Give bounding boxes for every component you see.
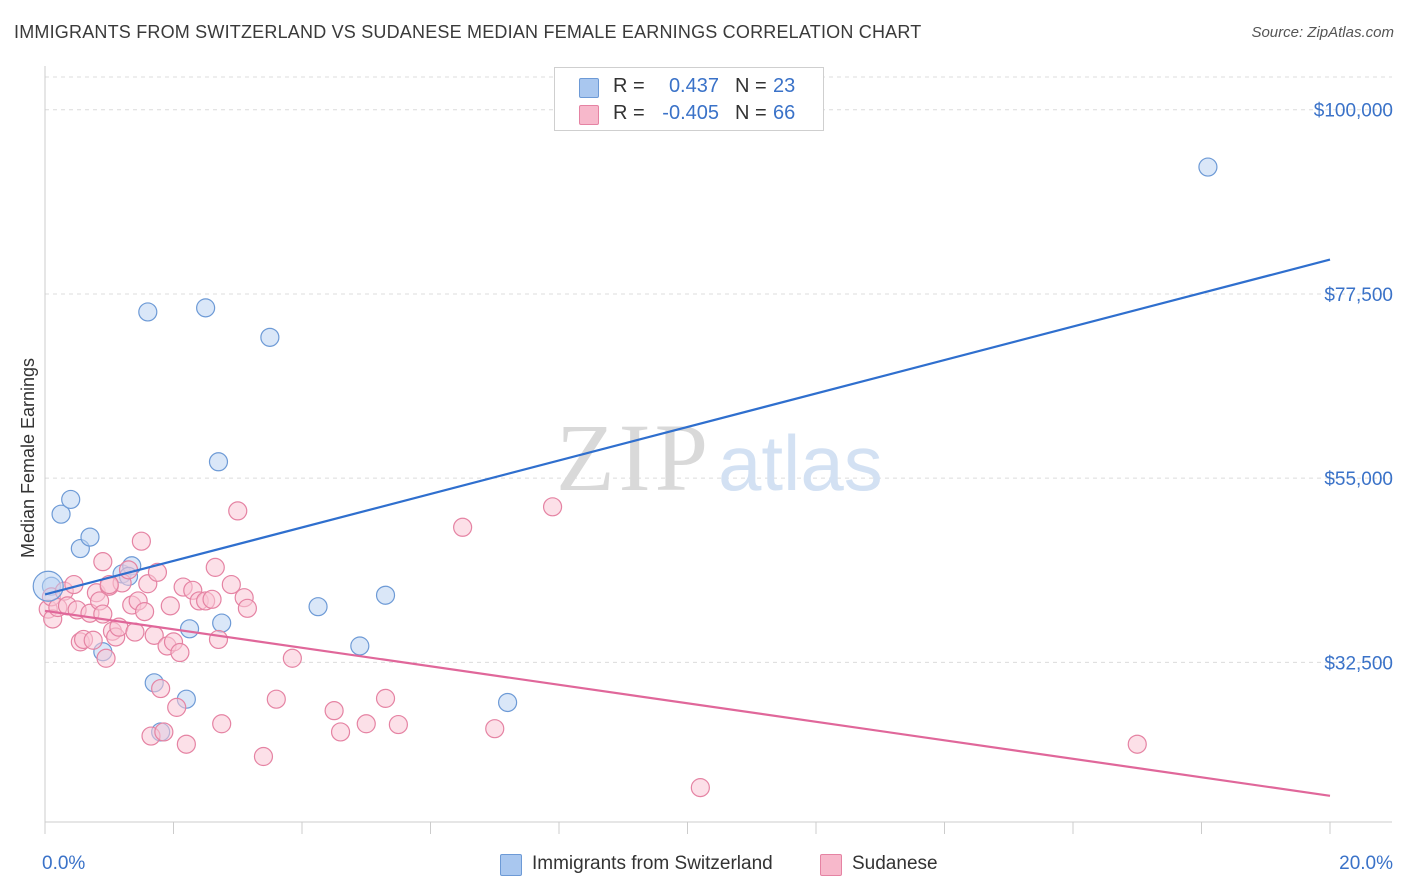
sudanese-point <box>485 719 505 739</box>
legend-n-label: N = <box>735 102 767 124</box>
legend-swatch-sudanese <box>820 854 842 876</box>
legend-swatch-switzerland <box>579 78 599 98</box>
y-tick-label: $55,000 <box>1324 469 1393 490</box>
sudanese-point <box>83 630 103 650</box>
sudanese-trend-line <box>44 609 1331 797</box>
switzerland-trend-line <box>44 258 1331 596</box>
sudanese-point <box>154 722 174 742</box>
switzerland-point <box>375 585 396 605</box>
legend-row-switzerland: R = 0.437 N = 23 <box>555 74 823 100</box>
sudanese-point <box>147 562 168 582</box>
legend-r-value: -0.405 <box>662 102 719 124</box>
sudanese-point <box>266 689 286 709</box>
sudanese-point <box>324 701 344 721</box>
trend-lines <box>44 258 1331 797</box>
legend-label-switzerland: Immigrants from Switzerland <box>532 853 773 874</box>
switzerland-point <box>61 489 81 510</box>
y-tick-label: $100,000 <box>1314 101 1393 122</box>
sudanese-point <box>170 642 190 663</box>
legend-r-label: R = <box>613 102 645 124</box>
y-axis-title: Median Female Earnings <box>18 358 38 558</box>
switzerland-point <box>80 527 100 547</box>
watermark-atlas: atlas <box>718 419 883 507</box>
sudanese-point <box>453 517 473 537</box>
sudanese-point <box>205 557 225 577</box>
sudanese-point <box>221 574 241 595</box>
legend-r-label: R = <box>613 75 645 97</box>
sudanese-point <box>93 552 113 572</box>
sudanese-point <box>253 746 274 767</box>
sudanese-point <box>212 714 232 734</box>
sudanese-point <box>542 497 563 517</box>
sudanese-point <box>690 778 710 798</box>
switzerland-point <box>1198 157 1218 177</box>
legend-swatch-switzerland <box>500 854 522 876</box>
sudanese-point <box>151 678 171 699</box>
sudanese-point <box>228 501 248 521</box>
switzerland-point <box>32 570 64 602</box>
x-tick-label: 0.0% <box>42 853 85 874</box>
sudanese-point <box>202 589 222 609</box>
sudanese-point <box>388 714 408 735</box>
sudanese-point <box>1127 734 1147 754</box>
legend-n-value: 66 <box>773 102 796 124</box>
legend-r-value: 0.437 <box>668 75 719 97</box>
sudanese-point <box>375 688 396 708</box>
switzerland-point <box>350 636 370 656</box>
chart-title: IMMIGRANTS FROM SWITZERLAND VS SUDANESE … <box>14 22 922 42</box>
sudanese-point <box>208 629 229 650</box>
sudanese-point <box>176 734 196 754</box>
sudanese-point <box>160 596 180 616</box>
legend-row-sudanese: R = -0.405 N = 66 <box>555 101 823 127</box>
switzerland-point <box>498 692 518 713</box>
sudanese-point <box>330 722 351 742</box>
series-legend: Immigrants from Switzerland Sudanese <box>0 852 1406 878</box>
switzerland-point <box>208 452 229 472</box>
axes <box>44 66 1392 834</box>
sudanese-point <box>118 560 139 580</box>
switzerland-point <box>179 619 200 639</box>
axis-labels: $32,500 $55,000 $77,500 $100,000 0.0% 20.0% Me… <box>18 101 1393 874</box>
sudanese-point <box>131 531 151 551</box>
sudanese-point <box>356 714 376 734</box>
y-tick-label: $32,500 <box>1324 653 1393 674</box>
sudanese-point <box>282 648 302 668</box>
gridlines <box>45 76 1392 663</box>
sudanese-point <box>167 697 187 717</box>
legend-swatch-sudanese <box>579 105 599 125</box>
watermark-zip: ZIP <box>556 404 712 511</box>
watermark: ZIP atlas <box>556 404 883 511</box>
legend-n-value: 23 <box>773 75 796 97</box>
sudanese-point <box>237 598 257 618</box>
x-tick-label: 20.0% <box>1339 853 1393 874</box>
stats-legend: R = 0.437 N = 23 R = -0.405 N = 66 <box>554 67 824 131</box>
switzerland-point <box>196 298 216 318</box>
sudanese-point <box>96 648 116 668</box>
y-tick-label: $77,500 <box>1324 285 1393 306</box>
legend-n-label: N = <box>735 75 767 97</box>
switzerland-point <box>260 327 280 347</box>
sudanese-point <box>134 601 155 622</box>
switzerland-point <box>212 613 232 633</box>
switzerland-point <box>138 302 158 322</box>
legend-label-sudanese: Sudanese <box>852 853 938 874</box>
sudanese-point <box>125 622 145 642</box>
sudanese-point <box>99 574 119 595</box>
switzerland-point <box>51 504 71 524</box>
source-label: Source: ZipAtlas.com <box>1251 24 1394 41</box>
switzerland-point <box>308 597 328 617</box>
